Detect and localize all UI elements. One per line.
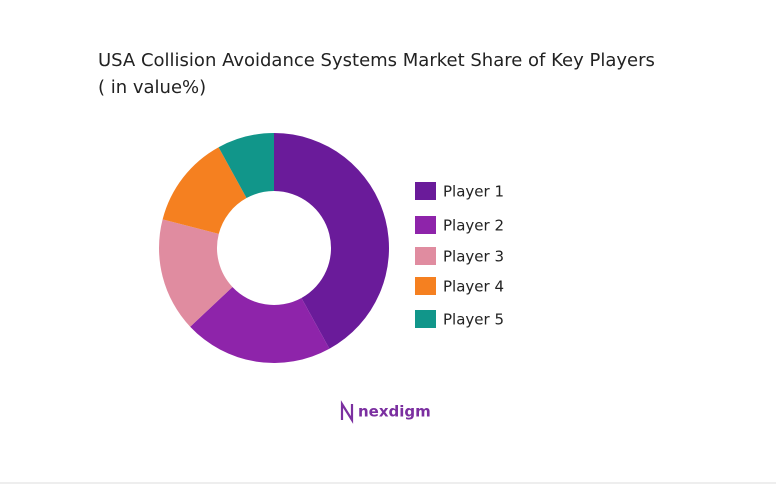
- donut-slice: [274, 133, 389, 349]
- legend-swatch: [415, 310, 436, 328]
- donut-slice: [190, 287, 330, 363]
- donut-slice: [159, 219, 233, 327]
- legend-label: Player 3: [443, 248, 504, 266]
- donut-slice: [218, 133, 274, 199]
- logo-text: nexdigm: [358, 403, 431, 421]
- legend-swatch: [415, 182, 436, 200]
- logo-icon: [340, 400, 354, 424]
- donut-slice: [162, 147, 247, 234]
- legend-swatch: [415, 247, 436, 265]
- legend-label: Player 4: [443, 278, 504, 296]
- chart-title: USA Collision Avoidance Systems Market S…: [98, 50, 655, 71]
- legend-label: Player 5: [443, 311, 504, 329]
- legend-label: Player 2: [443, 217, 504, 235]
- legend-label: Player 1: [443, 183, 504, 201]
- legend-swatch: [415, 277, 436, 295]
- legend-swatch: [415, 216, 436, 234]
- chart-subtitle: ( in value%): [98, 77, 206, 98]
- logo: nexdigm: [340, 400, 431, 424]
